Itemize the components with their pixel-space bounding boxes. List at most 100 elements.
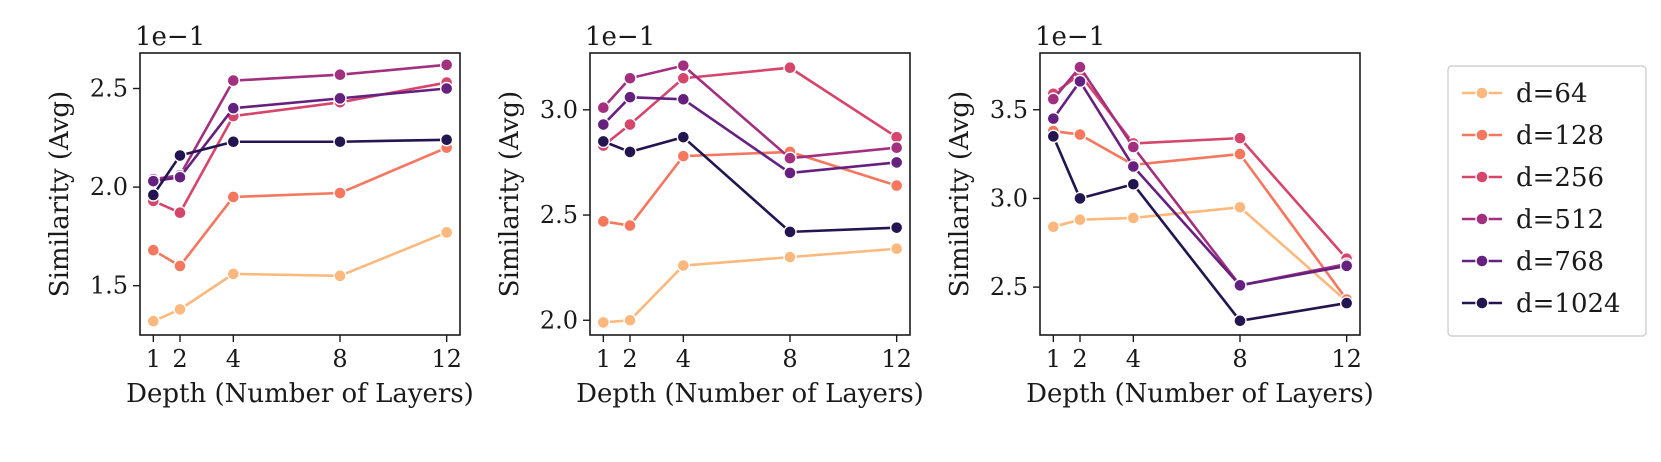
data-point <box>1233 314 1247 328</box>
data-point <box>1126 140 1141 154</box>
series-line <box>602 66 898 147</box>
data-point <box>676 149 691 163</box>
data-point <box>623 218 637 233</box>
series-d-1024 <box>146 133 454 202</box>
x-tick-label: 4 <box>1126 345 1141 373</box>
y-tick-label: 2.5 <box>990 273 1028 301</box>
data-point <box>333 135 347 149</box>
x-tick-label: 1 <box>596 345 611 373</box>
data-point <box>1046 111 1061 126</box>
y-scale-multiplier: 1e−1 <box>585 22 655 52</box>
data-point <box>1073 127 1087 142</box>
series-d-1024 <box>1046 129 1354 328</box>
data-point <box>1126 177 1141 191</box>
x-tick-label: 2 <box>622 345 637 373</box>
x-tick-label: 8 <box>332 345 347 373</box>
x-tick-label: 12 <box>431 345 462 373</box>
series-d-64 <box>146 225 454 328</box>
legend-frame <box>1447 65 1647 337</box>
y-tick-label: 2.0 <box>540 306 578 334</box>
data-point <box>596 315 611 330</box>
data-point <box>676 258 691 273</box>
data-point <box>226 190 241 204</box>
x-tick-label: 1 <box>146 345 161 373</box>
series-line <box>1052 72 1348 260</box>
data-point <box>333 269 347 283</box>
data-point <box>1126 211 1141 225</box>
data-point <box>596 134 611 149</box>
data-point <box>623 145 637 159</box>
series-d-256 <box>596 61 904 153</box>
legend-label: d=768 <box>1516 247 1604 277</box>
y-tick-label: 3.0 <box>990 184 1028 212</box>
data-point <box>623 313 637 327</box>
plot-area-frame <box>139 52 461 336</box>
data-point <box>889 220 904 235</box>
x-tick-label: 12 <box>1331 345 1362 373</box>
legend-swatch-marker <box>1475 212 1489 226</box>
series-d-512 <box>146 58 454 186</box>
data-point <box>1233 200 1247 215</box>
data-point <box>1046 92 1061 106</box>
data-point <box>173 206 187 220</box>
y-axis-label: Similarity (Avg) <box>945 91 975 297</box>
y-tick-label: 2.0 <box>90 173 128 201</box>
y-tick-label: 3.5 <box>990 96 1028 124</box>
data-point <box>783 225 797 239</box>
legend-label: d=256 <box>1516 163 1604 193</box>
y-tick-label: 2.5 <box>540 201 578 229</box>
data-point <box>439 58 454 72</box>
data-point <box>1126 159 1141 174</box>
data-point <box>596 101 611 115</box>
data-point <box>146 174 161 188</box>
series-line <box>1052 135 1347 323</box>
x-tick-label: 1 <box>1046 345 1061 373</box>
series-d-512 <box>596 58 904 165</box>
series-line <box>153 63 447 181</box>
legend-entry: d=256 <box>1462 163 1604 193</box>
data-point <box>173 259 187 273</box>
series-line <box>152 231 448 323</box>
data-point <box>1233 131 1247 145</box>
chart-panel-2: 1 2 4 8 12 2.0 2.5 3.0 1e−1 Depth (Number of Laye… <box>495 22 924 409</box>
y-tick-label: 2.5 <box>90 74 128 102</box>
series-line <box>152 146 448 268</box>
data-point <box>889 178 904 193</box>
y-scale-multiplier: 1e−1 <box>1035 22 1105 52</box>
data-point <box>333 91 347 106</box>
data-point <box>173 148 187 163</box>
y-axis-label: Similarity (Avg) <box>495 91 525 297</box>
data-point <box>1073 60 1087 74</box>
x-tick-label: 4 <box>226 345 241 373</box>
data-point <box>676 130 691 144</box>
data-point <box>1073 213 1087 227</box>
x-axis-label: Depth (Number of Layers) <box>126 379 474 409</box>
x-axis-label: Depth (Number of Layers) <box>576 379 924 409</box>
data-point <box>1073 191 1087 206</box>
data-point <box>623 90 637 104</box>
data-point <box>1073 74 1087 89</box>
chart-panel-1: 1 2 4 8 12 1.5 2.0 2.51e−1 Depth (Number of Laye… <box>45 22 474 409</box>
data-point <box>783 250 797 264</box>
series-line <box>603 247 897 324</box>
series-d-512 <box>1046 60 1354 293</box>
series-d-768 <box>146 81 454 188</box>
data-point <box>1339 296 1354 310</box>
x-tick-label: 2 <box>172 345 187 373</box>
data-point <box>333 186 347 200</box>
y-tick-label: 3.0 <box>540 96 578 124</box>
data-point <box>596 117 611 132</box>
data-point <box>439 133 454 147</box>
data-point <box>623 117 637 132</box>
series-d-768 <box>596 90 904 180</box>
legend-entry: d=512 <box>1462 205 1604 235</box>
legend-swatch-marker <box>1475 170 1489 184</box>
legend-swatch-marker <box>1475 296 1489 310</box>
data-point <box>889 141 904 155</box>
data-point <box>676 92 691 106</box>
data-point <box>889 155 904 170</box>
legend: d=64 d=128 d=256 d=512 d=768 d=1024 <box>1447 65 1647 337</box>
data-point <box>1233 147 1247 161</box>
y-scale-multiplier: 1e−1 <box>135 22 205 52</box>
data-point <box>889 242 904 256</box>
